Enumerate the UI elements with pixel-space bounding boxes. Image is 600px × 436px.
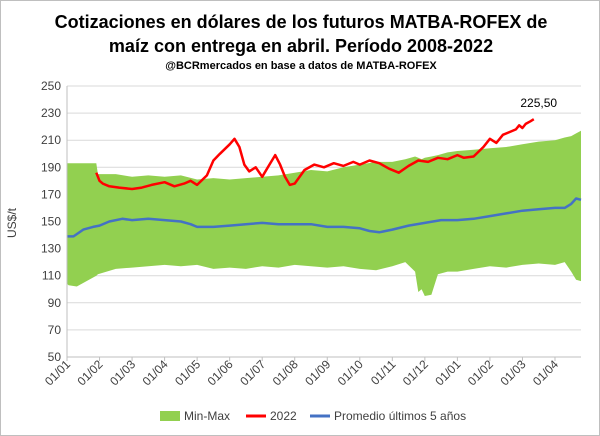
- minmax-band: [67, 130, 581, 296]
- x-tick-label: 01/02: [465, 357, 496, 388]
- legend-swatch-minmax: [160, 411, 180, 421]
- chart-title-line2: maíz con entrega en abril. Período 2008-…: [109, 36, 493, 56]
- legend-label-average: Promedio últimos 5 años: [334, 409, 466, 423]
- x-tick-label: 01/10: [335, 357, 366, 388]
- legend-label-minmax: Min-Max: [184, 409, 230, 423]
- x-tick-label: 01/11: [368, 357, 399, 388]
- y-tick-label: 50: [48, 350, 62, 364]
- y-tick-label: 110: [42, 269, 61, 283]
- x-tick-label: 01/03: [497, 357, 528, 388]
- y-tick-label: 250: [41, 79, 61, 93]
- band-layer: [67, 130, 581, 296]
- x-tick-label: 01/08: [270, 357, 301, 388]
- average-5y-line: [67, 197, 582, 238]
- y-tick-label: 90: [48, 296, 62, 310]
- y-tick-label: 70: [48, 323, 62, 337]
- x-tick-label: 01/04: [140, 357, 171, 388]
- y-tick-label: 150: [41, 215, 61, 229]
- x-tick-label: 01/09: [302, 357, 333, 388]
- axes: [66, 86, 581, 361]
- x-tick-label: 01/02: [75, 357, 106, 388]
- y-tick-label: 130: [41, 242, 61, 256]
- y-tick-label: 190: [41, 160, 61, 174]
- y-tick-label: 230: [41, 106, 61, 120]
- y-tick-labels: 50 70 90 110 130 150 170 190 210 230 250: [41, 79, 61, 364]
- y-tick-label: 170: [41, 187, 61, 201]
- x-tick-label: 01/01: [432, 357, 463, 388]
- legend-label-2022: 2022: [270, 409, 297, 423]
- y-tick-label: 210: [41, 133, 61, 147]
- x-tick-label: 01/04: [530, 357, 561, 388]
- chart-title-line1: Cotizaciones en dólares de los futuros M…: [55, 12, 548, 32]
- last-value-annotation: 225,50: [520, 96, 557, 110]
- x-tick-label: 01/07: [237, 357, 268, 388]
- x-tick-labels: 01/01 01/02 01/03 01/04 01/05 01/06 01/07 01/08…: [42, 357, 561, 388]
- x-tick-label: 01/12: [400, 357, 431, 388]
- legend: Min-Max 2022 Promedio últimos 5 años: [160, 409, 466, 423]
- x-tick-label: 01/05: [172, 357, 203, 388]
- series-2022-line: [95, 118, 535, 191]
- x-tick-label: 01/03: [107, 357, 138, 388]
- y-axis-label: US$/t: [5, 207, 19, 238]
- line-layer: [67, 118, 582, 238]
- chart-subtitle: @BCRmercados en base a datos de MATBA-RO…: [165, 60, 437, 72]
- x-tick-label: 01/06: [205, 357, 236, 388]
